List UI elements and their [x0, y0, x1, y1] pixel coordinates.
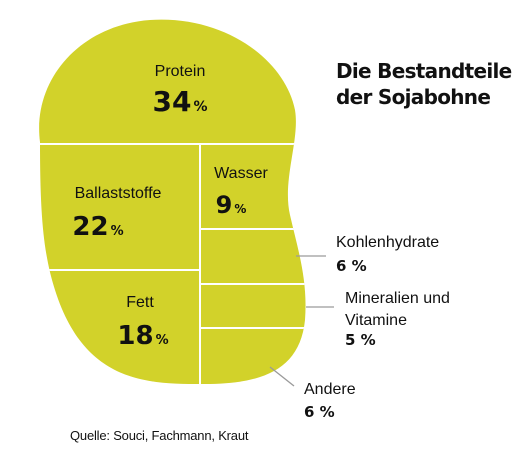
label-fett: Fett [126, 294, 154, 311]
value-kohlenhydrate: 6 % [336, 257, 367, 275]
label-andere: Andere [304, 381, 356, 398]
label-mineralien-vitamine-line-1: Mineralien und [345, 290, 450, 307]
value-andere: 6 % [304, 403, 335, 421]
value-mineralien-vitamine: 5 % [345, 331, 376, 349]
source-note: Quelle: Souci, Fachmann, Kraut [70, 428, 249, 443]
segment-ballaststoffe [39, 143, 201, 271]
leader-line-andere [269, 366, 295, 387]
chart-title: Die Bestandteile der Sojabohne [336, 58, 512, 110]
chart-title-line-2: der Sojabohne [336, 85, 491, 109]
segment-wasser [199, 143, 306, 230]
value-fett: 18% [117, 321, 168, 351]
value-protein: 34% [153, 85, 208, 118]
chart-title-line-1: Die Bestandteile [336, 59, 512, 83]
segment-kohlenhydrate [199, 228, 306, 285]
label-protein: Protein [155, 63, 206, 80]
segment-mineralien-vitamine [199, 283, 306, 329]
value-wasser: 9% [216, 191, 247, 219]
label-ballaststoffe: Ballaststoffe [75, 185, 162, 202]
label-wasser: Wasser [214, 165, 268, 182]
label-kohlenhydrate: Kohlenhydrate [336, 234, 439, 251]
label-mineralien-vitamine-line-2: Vitamine [345, 312, 407, 329]
value-ballaststoffe: 22% [72, 212, 123, 242]
